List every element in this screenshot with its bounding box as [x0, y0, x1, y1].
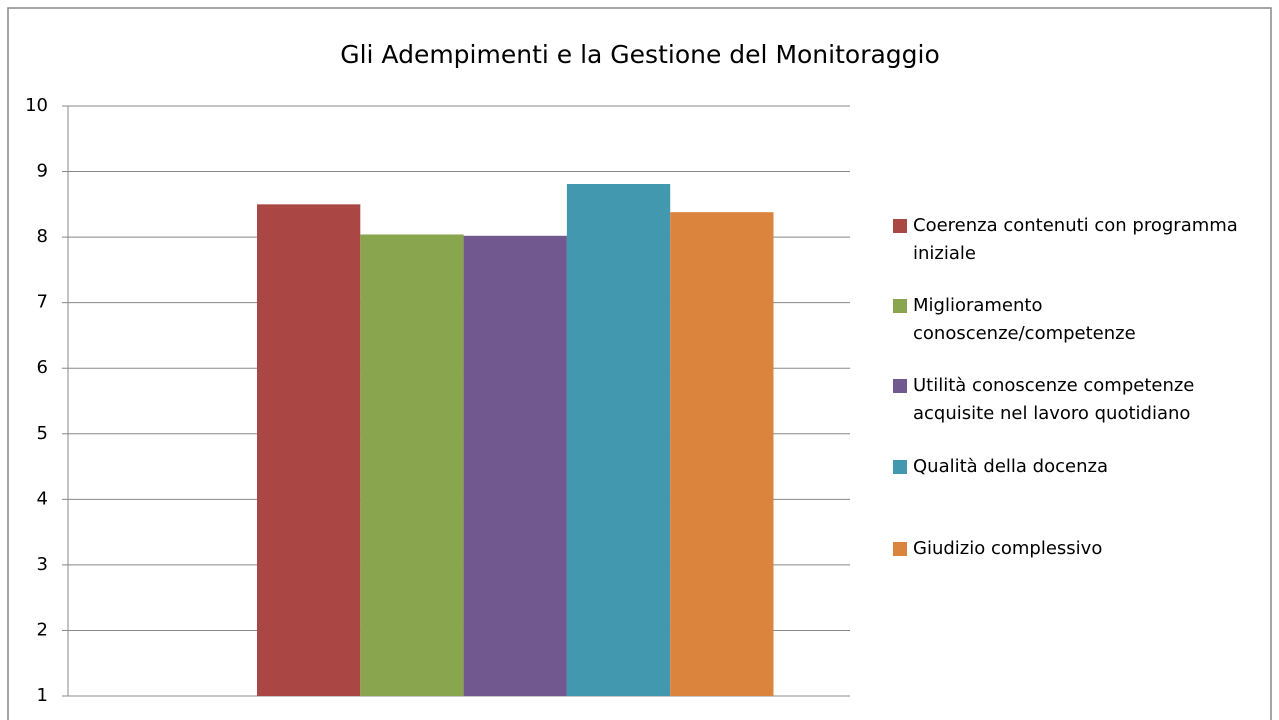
legend-label: Qualità della docenza — [913, 456, 1108, 477]
bar — [566, 184, 671, 696]
chart-title: Gli Adempimenti e la Gestione del Monito… — [340, 40, 940, 69]
bar — [360, 234, 464, 696]
legend-label: Miglioramento conoscenze/competenze — [913, 295, 1136, 344]
y-tick-label: 2 — [37, 619, 48, 640]
legend-item: Utilità conoscenze competenze acquisite … — [893, 372, 1263, 428]
y-tick-label: 1 — [37, 685, 48, 706]
legend-label: Coerenza contenuti con programma inizial… — [913, 215, 1238, 264]
legend-item: Giudizio complessivo — [893, 535, 1263, 563]
y-tick-label: 4 — [37, 488, 48, 509]
legend-item: Miglioramento conoscenze/competenze — [893, 292, 1263, 348]
bar — [257, 204, 361, 697]
y-tick-label: 5 — [37, 423, 48, 444]
y-tick-label: 7 — [37, 292, 48, 313]
bar — [463, 235, 567, 697]
legend-swatch — [893, 299, 907, 313]
legend-swatch — [893, 460, 907, 474]
legend-swatch — [893, 542, 907, 556]
y-tick-label: 6 — [37, 357, 48, 378]
y-tick-label: 3 — [37, 554, 48, 575]
bar — [670, 212, 774, 696]
legend-label: Utilità conoscenze competenze acquisite … — [913, 375, 1195, 424]
y-tick-label: 8 — [37, 226, 48, 247]
legend-item: Coerenza contenuti con programma inizial… — [893, 212, 1263, 268]
legend-item: Qualità della docenza — [893, 453, 1263, 481]
legend-label: Giudizio complessivo — [913, 538, 1103, 559]
y-tick-label: 9 — [37, 161, 48, 182]
legend-swatch — [893, 219, 907, 233]
y-tick-label: 10 — [25, 95, 48, 116]
legend-swatch — [893, 379, 907, 393]
